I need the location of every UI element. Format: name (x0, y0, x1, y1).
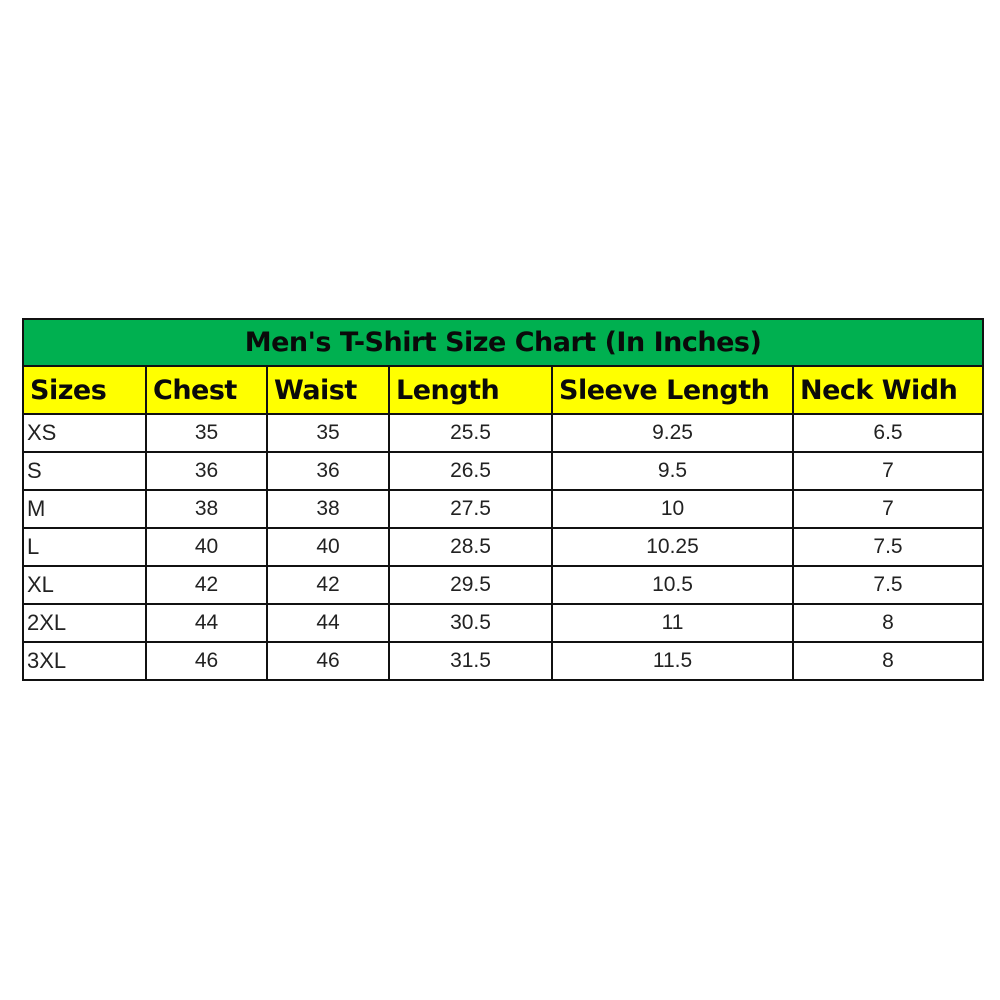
cell-chest: 42 (145, 565, 268, 605)
cell-sleeve-length: 10.25 (551, 527, 794, 567)
cell-size: M (22, 489, 147, 529)
cell-sleeve-length: 10.5 (551, 565, 794, 605)
size-chart-table: Men's T-Shirt Size Chart (In Inches) Siz… (21, 318, 985, 681)
cell-neck-width: 8 (791, 603, 985, 643)
table-row: L 40 40 28.5 10.25 7.5 (22, 527, 985, 567)
cell-neck-width: 7.5 (791, 527, 985, 567)
cell-length: 28.5 (388, 527, 553, 567)
cell-sleeve-length: 9.5 (551, 451, 794, 491)
cell-length: 29.5 (388, 565, 553, 605)
table-row: M 38 38 27.5 10 7 (22, 489, 985, 529)
cell-waist: 38 (266, 489, 390, 529)
table-row: XS 35 35 25.5 9.25 6.5 (22, 413, 985, 453)
cell-size: 2XL (22, 603, 147, 643)
cell-length: 30.5 (388, 603, 553, 643)
cell-neck-width: 7.5 (791, 565, 985, 605)
header-row: Sizes Chest Waist Length Sleeve Length N… (22, 365, 985, 415)
header-neck-width: Neck Widh (791, 365, 985, 415)
cell-chest: 35 (145, 413, 268, 453)
cell-neck-width: 6.5 (791, 413, 985, 453)
cell-size: 3XL (22, 641, 147, 681)
cell-waist: 35 (266, 413, 390, 453)
header-chest: Chest (145, 365, 268, 415)
header-sizes: Sizes (22, 365, 147, 415)
cell-neck-width: 7 (791, 489, 985, 529)
cell-size: L (22, 527, 147, 567)
cell-size: XS (22, 413, 147, 453)
cell-waist: 36 (266, 451, 390, 491)
cell-length: 27.5 (388, 489, 553, 529)
cell-waist: 40 (266, 527, 390, 567)
cell-length: 25.5 (388, 413, 553, 453)
title-row: Men's T-Shirt Size Chart (In Inches) (21, 318, 985, 367)
cell-waist: 46 (266, 641, 390, 681)
cell-waist: 44 (266, 603, 390, 643)
cell-chest: 40 (145, 527, 268, 567)
cell-sleeve-length: 9.25 (551, 413, 794, 453)
cell-neck-width: 7 (791, 451, 985, 491)
cell-length: 26.5 (388, 451, 553, 491)
header-length: Length (388, 365, 553, 415)
cell-chest: 38 (145, 489, 268, 529)
table-title: Men's T-Shirt Size Chart (In Inches) (21, 318, 985, 367)
cell-sleeve-length: 10 (551, 489, 794, 529)
cell-chest: 46 (145, 641, 268, 681)
cell-waist: 42 (266, 565, 390, 605)
table-row: S 36 36 26.5 9.5 7 (22, 451, 985, 491)
cell-neck-width: 8 (791, 641, 985, 681)
table-row: 3XL 46 46 31.5 11.5 8 (22, 641, 985, 681)
table-row: XL 42 42 29.5 10.5 7.5 (22, 565, 985, 605)
header-waist: Waist (266, 365, 390, 415)
cell-sleeve-length: 11 (551, 603, 794, 643)
table-row: 2XL 44 44 30.5 11 8 (22, 603, 985, 643)
header-sleeve-length: Sleeve Length (551, 365, 794, 415)
cell-sleeve-length: 11.5 (551, 641, 794, 681)
cell-length: 31.5 (388, 641, 553, 681)
cell-chest: 36 (145, 451, 268, 491)
cell-size: S (22, 451, 147, 491)
cell-size: XL (22, 565, 147, 605)
cell-chest: 44 (145, 603, 268, 643)
